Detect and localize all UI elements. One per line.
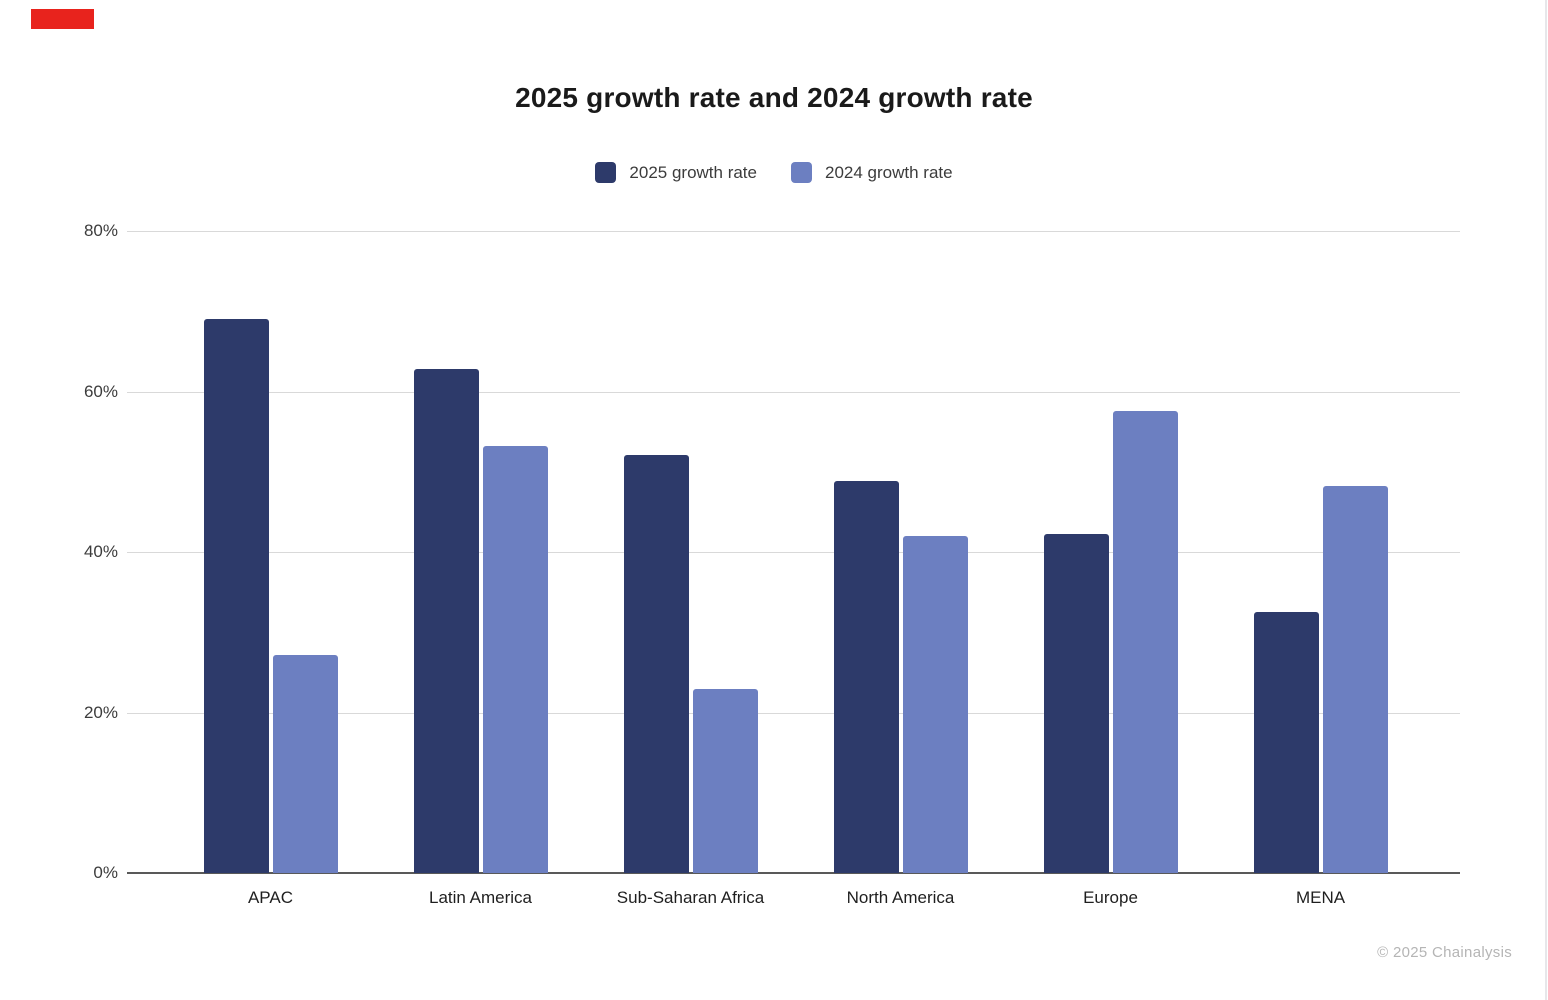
bar-2025-growth-rate-apac <box>203 319 269 873</box>
chart-legend: 2025 growth rate 2024 growth rate <box>0 162 1548 183</box>
bar-2024-growth-rate-europe <box>1112 410 1178 873</box>
x-axis-label-apac: APAC <box>247 888 294 907</box>
bar-2025-growth-rate-europe <box>1043 533 1109 873</box>
bar-2025-growth-rate-latin-america <box>413 369 479 873</box>
legend-swatch-2024-growth-rate <box>791 162 812 183</box>
chart-title: 2025 growth rate and 2024 growth rate <box>515 82 1033 113</box>
y-tick-label-0pct: 0% <box>93 863 118 882</box>
legend-label-2024-growth-rate: 2024 growth rate <box>825 162 953 182</box>
bar-2024-growth-rate-mena <box>1322 486 1388 873</box>
y-tick-label-20pct: 20% <box>83 702 118 722</box>
x-axis-label-sub-saharan-africa: Sub-Saharan Africa <box>616 888 765 907</box>
gridline-60pct <box>127 391 1460 393</box>
legend-swatch-2025-growth-rate <box>595 162 617 183</box>
bar-2024-growth-rate-latin-america <box>482 446 548 873</box>
x-axis-label-latin-america: Latin America <box>429 888 532 907</box>
gridline-80pct <box>127 231 1460 232</box>
x-axis-label-north-america: North America <box>846 888 955 907</box>
legend-label-2025-growth-rate: 2025 growth rate <box>629 162 757 182</box>
bar-2025-growth-rate-sub-saharan-africa <box>623 454 689 873</box>
legend-item-2024-growth-rate: 2024 growth rate <box>791 162 953 183</box>
gridline-40pct <box>127 552 1460 553</box>
bar-2024-growth-rate-apac <box>272 654 338 873</box>
bar-2024-growth-rate-north-america <box>902 535 968 873</box>
y-tick-label-60pct: 60% <box>83 381 118 401</box>
right-edge-divider <box>1545 0 1547 1000</box>
bar-2025-growth-rate-north-america <box>833 481 899 873</box>
copyright-note: © 2025 Chainalysis <box>1377 944 1512 961</box>
legend-item-2025-growth-rate: 2025 growth rate <box>595 162 757 183</box>
gridline-20pct <box>127 712 1460 714</box>
y-tick-label-40pct: 40% <box>83 542 118 561</box>
x-axis-label-europe: Europe <box>1083 888 1138 907</box>
x-axis-label-mena: MENA <box>1295 888 1346 907</box>
y-tick-label-80pct: 80% <box>83 221 118 240</box>
x-axis-line <box>127 872 1460 874</box>
bar-2025-growth-rate-mena <box>1253 612 1319 873</box>
chainalysis-brand-mark <box>31 9 94 29</box>
bar-2024-growth-rate-sub-saharan-africa <box>692 689 758 873</box>
